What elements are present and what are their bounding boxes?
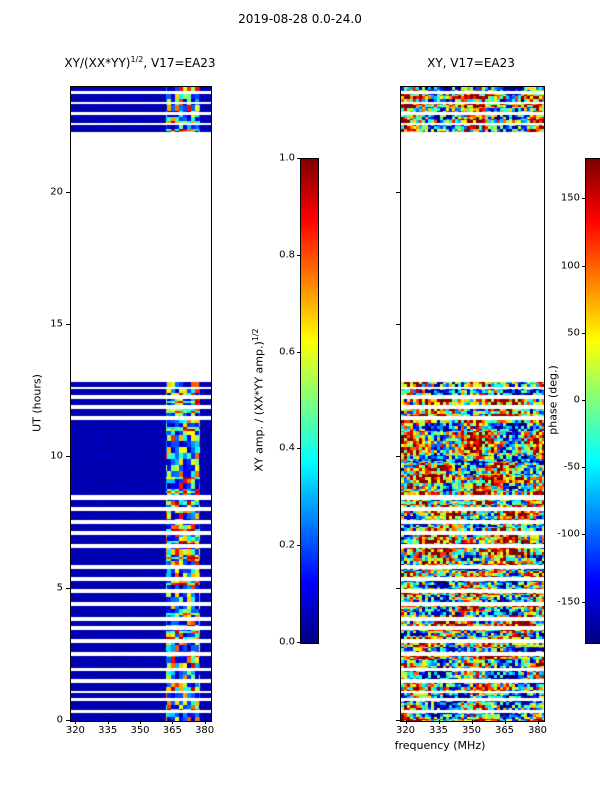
- colorbar-tick-label: 150: [560, 192, 580, 204]
- left-heatmap-axes: [70, 86, 212, 722]
- left-plot-title-post: , V17=EA23: [143, 56, 216, 70]
- x-tick-label: 365: [494, 725, 515, 736]
- x-tick-label: 320: [395, 725, 416, 736]
- colorbar-tick-label: 1.0: [279, 152, 295, 164]
- right-colorbar-canvas: [586, 159, 600, 643]
- colorbar-tick-label: -50: [563, 461, 580, 473]
- left-heatmap-canvas: [71, 87, 211, 721]
- right-colorbar: [585, 158, 600, 644]
- x-tick-label: 320: [65, 725, 85, 736]
- y-tick-label: 0: [56, 714, 63, 726]
- colorbar-tick-label: 100: [560, 260, 580, 272]
- colorbar-tick-label: 50: [567, 327, 580, 339]
- right-plot-title: XY, V17=EA23: [427, 56, 515, 70]
- figure-title: 2019-08-28 0.0-24.0: [238, 12, 362, 26]
- y-tick-label: 20: [50, 186, 63, 198]
- x-tick-label: 335: [428, 725, 449, 736]
- colorbar-tick-label: -150: [557, 596, 580, 608]
- right-heatmap-axes: [400, 86, 545, 722]
- y-tick-label: 10: [50, 450, 63, 462]
- colorbar-tick-label: 0.6: [279, 346, 295, 358]
- colorbar-tick-label: 0: [573, 394, 580, 406]
- left-plot-title: XY/(XX*YY)1/2, V17=EA23: [30, 55, 250, 71]
- right-heatmap-canvas: [401, 87, 544, 721]
- y-tick-label: 5: [56, 582, 63, 594]
- left-colorbar-canvas: [301, 159, 318, 643]
- x-tick-label: 335: [98, 725, 118, 736]
- colorbar-tick-label: -100: [557, 528, 580, 540]
- x-tick-label: 380: [195, 725, 215, 736]
- colorbar-tick-label: 0.8: [279, 249, 295, 261]
- y-axis-label: UT (hours): [30, 374, 44, 432]
- x-tick-label: 380: [527, 725, 548, 736]
- y-tick-label: 15: [50, 318, 63, 330]
- left-colorbar-label-pre: XY amp. / (XX*YY amp.): [252, 341, 266, 472]
- left-colorbar: [300, 158, 319, 644]
- colorbar-tick-label: 0.2: [279, 539, 295, 551]
- x-axis-label: frequency (MHz): [394, 739, 486, 752]
- left-colorbar-label: XY amp. / (XX*YY amp.)1/2: [250, 328, 266, 472]
- colorbar-tick-label: 0.4: [279, 442, 295, 454]
- right-colorbar-label: phase (deg.): [546, 365, 560, 435]
- x-tick-label: 365: [162, 725, 182, 736]
- colorbar-tick-label: 0.0: [279, 636, 295, 648]
- left-colorbar-label-sup: 1/2: [250, 328, 260, 342]
- x-tick-label: 350: [461, 725, 482, 736]
- x-tick-label: 350: [130, 725, 150, 736]
- left-plot-title-pre: XY/(XX*YY): [64, 56, 131, 70]
- left-plot-title-sup: 1/2: [130, 55, 144, 64]
